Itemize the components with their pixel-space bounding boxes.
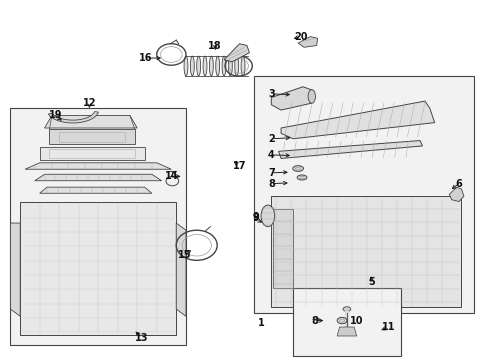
Ellipse shape — [209, 56, 213, 76]
Text: 17: 17 — [232, 161, 246, 171]
Polygon shape — [20, 202, 176, 335]
Bar — [254, 76, 473, 313]
Polygon shape — [44, 116, 137, 128]
Text: 12: 12 — [82, 98, 96, 108]
Polygon shape — [278, 140, 422, 158]
Ellipse shape — [215, 56, 219, 76]
Bar — [49, 129, 135, 144]
Text: 20: 20 — [293, 32, 306, 41]
Ellipse shape — [183, 56, 187, 76]
Text: 10: 10 — [349, 316, 363, 325]
Ellipse shape — [196, 56, 200, 76]
Polygon shape — [48, 112, 98, 123]
Polygon shape — [35, 174, 161, 181]
Polygon shape — [271, 196, 461, 307]
Ellipse shape — [261, 205, 274, 226]
Polygon shape — [281, 101, 434, 139]
Text: 13: 13 — [135, 333, 148, 343]
Polygon shape — [176, 223, 185, 316]
Text: 14: 14 — [164, 171, 178, 181]
Text: 8: 8 — [267, 179, 274, 189]
Text: 16: 16 — [139, 53, 152, 63]
Text: 15: 15 — [178, 250, 191, 260]
Text: 19: 19 — [49, 111, 62, 121]
Polygon shape — [336, 327, 356, 336]
Ellipse shape — [336, 318, 346, 324]
Bar — [10, 108, 185, 345]
Text: 3: 3 — [267, 89, 274, 99]
Bar — [293, 288, 400, 356]
Text: →: → — [310, 316, 319, 325]
Text: 6: 6 — [455, 179, 462, 189]
Polygon shape — [40, 187, 152, 193]
Text: 8: 8 — [311, 316, 318, 325]
Ellipse shape — [190, 56, 194, 76]
Text: 9: 9 — [252, 213, 259, 222]
Polygon shape — [271, 87, 312, 110]
Bar — [59, 132, 125, 142]
Polygon shape — [272, 209, 293, 288]
Ellipse shape — [342, 307, 350, 311]
Polygon shape — [10, 223, 20, 316]
Bar — [49, 149, 135, 158]
Text: 9: 9 — [252, 212, 259, 222]
Text: 11: 11 — [381, 322, 394, 332]
Ellipse shape — [234, 56, 238, 76]
Ellipse shape — [228, 56, 232, 76]
Text: 1: 1 — [257, 319, 264, 328]
Ellipse shape — [241, 56, 244, 76]
Text: 7: 7 — [267, 168, 274, 178]
Text: 18: 18 — [208, 41, 222, 50]
Polygon shape — [448, 187, 463, 202]
Text: 2: 2 — [267, 134, 274, 144]
Ellipse shape — [292, 166, 303, 171]
Ellipse shape — [222, 56, 225, 76]
Text: 4: 4 — [267, 150, 274, 160]
Polygon shape — [25, 163, 171, 169]
Ellipse shape — [297, 175, 306, 180]
Polygon shape — [224, 44, 249, 62]
Ellipse shape — [203, 56, 206, 76]
Bar — [40, 147, 144, 160]
Text: 5: 5 — [367, 277, 374, 287]
Polygon shape — [298, 37, 317, 47]
Ellipse shape — [307, 90, 315, 103]
